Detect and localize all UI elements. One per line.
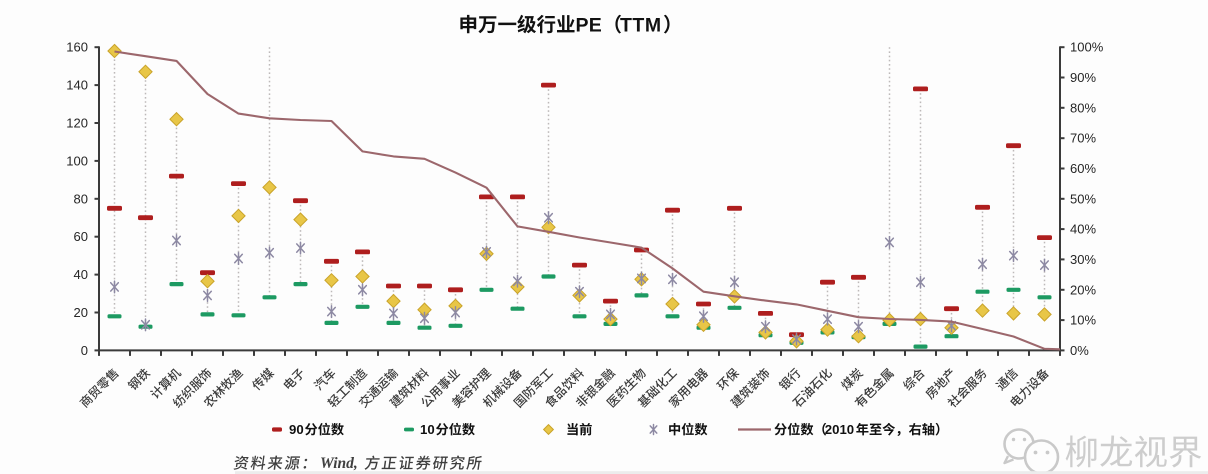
- svg-text:90: 90: [289, 422, 304, 437]
- svg-text:140: 140: [66, 78, 88, 93]
- svg-text:50%: 50%: [1070, 191, 1096, 206]
- svg-text:40: 40: [74, 267, 88, 282]
- svg-text:120: 120: [66, 116, 88, 131]
- svg-text:70%: 70%: [1070, 131, 1096, 146]
- svg-text:100%: 100%: [1070, 40, 1104, 55]
- svg-text:0: 0: [81, 343, 88, 358]
- svg-text:90%: 90%: [1070, 70, 1096, 85]
- svg-text:40%: 40%: [1070, 222, 1096, 237]
- svg-text:2010: 2010: [825, 422, 854, 437]
- svg-text:160: 160: [66, 40, 88, 55]
- svg-text:TTM: TTM: [620, 15, 662, 37]
- svg-text:30%: 30%: [1070, 252, 1096, 267]
- svg-text:60: 60: [74, 229, 88, 244]
- svg-text:60%: 60%: [1070, 161, 1096, 176]
- svg-text:100: 100: [66, 153, 88, 168]
- svg-text:10: 10: [420, 422, 435, 437]
- svg-text:20%: 20%: [1070, 282, 1096, 297]
- svg-text:0%: 0%: [1070, 343, 1089, 358]
- svg-text:Wind,: Wind,: [320, 455, 358, 472]
- svg-text:80%: 80%: [1070, 100, 1096, 115]
- svg-text:10%: 10%: [1070, 313, 1096, 328]
- svg-text:80: 80: [74, 191, 88, 206]
- svg-text:20: 20: [74, 305, 88, 320]
- svg-text:PE: PE: [576, 15, 603, 37]
